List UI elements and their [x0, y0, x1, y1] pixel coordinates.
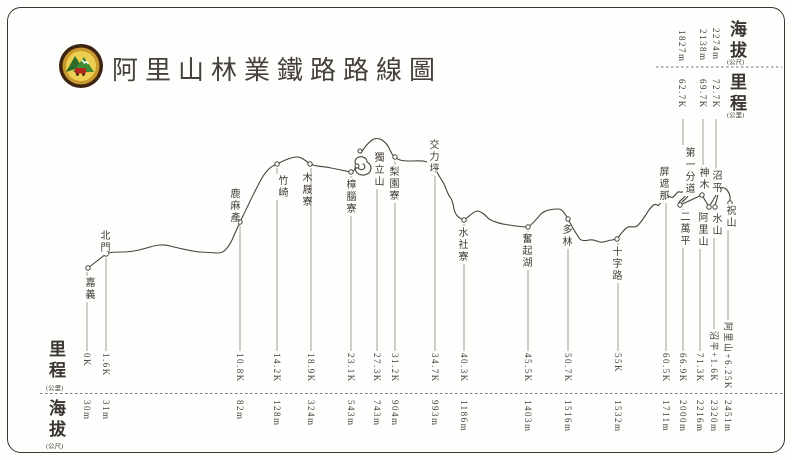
- elevation-unit-bottom: (公尺): [46, 443, 64, 450]
- station-marker: [699, 192, 705, 198]
- station-marker: [392, 154, 398, 160]
- km-erwanping: 66.9K: [678, 353, 688, 383]
- elev-lumachan: 82m: [235, 400, 245, 421]
- elev-zhaoping: 2274m: [711, 28, 721, 61]
- elev-jiaoliping: 993m: [430, 400, 440, 427]
- elev-beimen: 31m: [101, 400, 111, 421]
- km-fenqihu: 45.5K: [523, 353, 533, 383]
- km-alishan: 71.3K: [695, 353, 705, 383]
- km-shuisheliao: 40.3K: [459, 353, 469, 383]
- elev-zhushan: 2451m: [723, 400, 733, 433]
- km-mujiliao: 18.9K: [306, 353, 316, 383]
- station-label-liyuanliao: 梨園寮: [387, 165, 398, 203]
- km-chiayi: 0K: [82, 353, 92, 367]
- km-beimen: 1.6K: [101, 353, 111, 377]
- km-liyuanliao: 31.2K: [390, 353, 400, 383]
- elevation-unit-top: (公尺): [727, 59, 745, 66]
- dulishan-spiral-icon: [354, 156, 372, 176]
- mileage-unit-top: (公里): [727, 112, 745, 119]
- elev-dulishan: 743m: [372, 400, 382, 427]
- elev-chiayi: 30m: [82, 400, 92, 421]
- summit-section-line: [679, 187, 731, 208]
- station-label-jiaoliping: 交力坪: [427, 138, 438, 176]
- station-label-shizilu: 十字路: [610, 245, 621, 283]
- station-marker: [706, 204, 712, 210]
- elev-zhangnaoliao: 543m: [346, 400, 356, 427]
- profile-line: [87, 156, 359, 269]
- km-pingzhena: 60.5K: [661, 353, 671, 383]
- elev-mujiliao: 324m: [306, 400, 316, 427]
- elev-erwanping: 2000m: [678, 400, 688, 433]
- elev-pingzhena: 1711m: [661, 400, 671, 433]
- elev-zhuqi: 128m: [272, 400, 282, 427]
- station-label-zhangnaoliao: 樟腦寮: [344, 178, 355, 216]
- elev-shuishan: 2320m: [709, 400, 719, 433]
- km-shizilu: 55K: [613, 353, 623, 373]
- station-label-alishan: 阿里山: [696, 211, 707, 249]
- station-label-shuisheliao: 水社寮: [456, 226, 467, 264]
- station-label-erwanping: 二萬平: [678, 210, 689, 248]
- km-zhangnaoliao: 23.1K: [346, 353, 356, 383]
- km-jiaoliping: 34.7K: [430, 353, 440, 383]
- elev-duolin: 1516m: [563, 400, 573, 433]
- elev-fenqihu: 1403m: [523, 400, 533, 433]
- page-title: 阿里山林業鐵路路線圖: [112, 56, 443, 85]
- km-shuishan: 沼平+1.6K: [709, 331, 719, 383]
- station-marker: [357, 148, 363, 154]
- station-marker: [712, 204, 718, 210]
- station-marker: [85, 265, 91, 271]
- elev-shizilu: 1532m: [613, 400, 623, 433]
- station-label-fenqihu: 奮起湖: [520, 232, 531, 270]
- station-markers: [85, 148, 733, 271]
- station-label-beimen: 北門: [98, 229, 109, 255]
- station-label-shuishan: 水山: [710, 212, 721, 238]
- station-label-lumachan: 鹿麻產: [228, 187, 239, 225]
- elev-diyifendao: 1827m: [677, 30, 687, 63]
- station-label-diyifendao: 第一分道: [683, 146, 694, 196]
- mileage-header-top: 里程: [727, 73, 746, 115]
- station-label-dulishan: 獨立山: [372, 151, 383, 189]
- km-zhuqi: 14.2K: [272, 353, 282, 383]
- km-duolin: 50.7K: [563, 353, 573, 383]
- station-marker: [354, 163, 360, 169]
- elevation-header-top: 海拔: [727, 20, 746, 62]
- elev-alishan: 2216m: [695, 400, 705, 433]
- elev-shenmu: 2138m: [698, 29, 708, 62]
- mileage-header-bottom: 里程: [46, 340, 65, 382]
- elev-shuisheliao: 1186m: [459, 400, 469, 433]
- station-label-zhuqi: 竹崎: [276, 174, 287, 200]
- station-label-zhushan: 祝山: [724, 204, 735, 230]
- km-zhaoping: 72.7K: [711, 79, 721, 109]
- station-marker: [461, 217, 467, 223]
- km-shenmu: 69.7K: [698, 79, 708, 109]
- station-marker: [307, 161, 313, 167]
- station-marker: [274, 161, 280, 167]
- station-label-pingzhena: 屏遮那: [657, 165, 668, 203]
- mileage-unit-bottom: (公里): [46, 385, 64, 392]
- station-marker: [565, 216, 571, 222]
- station-marker: [525, 224, 531, 230]
- station-label-chiayi: 嘉義: [83, 276, 94, 302]
- alishan-railway-badge-icon: [59, 44, 103, 88]
- station-marker: [677, 202, 683, 208]
- station-label-shenmu: 神木: [697, 166, 708, 192]
- elev-liyuanliao: 904m: [390, 400, 400, 427]
- km-diyifendao: 62.7K: [677, 79, 687, 109]
- station-label-mujiliao: 木屐寮: [300, 171, 311, 209]
- km-zhushan: 阿里山+6.25K: [723, 322, 733, 390]
- station-label-zhaoping: 沼平: [710, 169, 721, 195]
- km-dulishan: 27.3K: [372, 353, 382, 383]
- km-lumachan: 10.8K: [235, 353, 245, 383]
- station-marker: [614, 236, 620, 242]
- station-marker: [348, 169, 354, 175]
- station-connector-lines: [86, 119, 729, 351]
- station-label-duolin: 多林: [560, 223, 571, 249]
- elevation-header-bottom: 海拔: [46, 399, 65, 441]
